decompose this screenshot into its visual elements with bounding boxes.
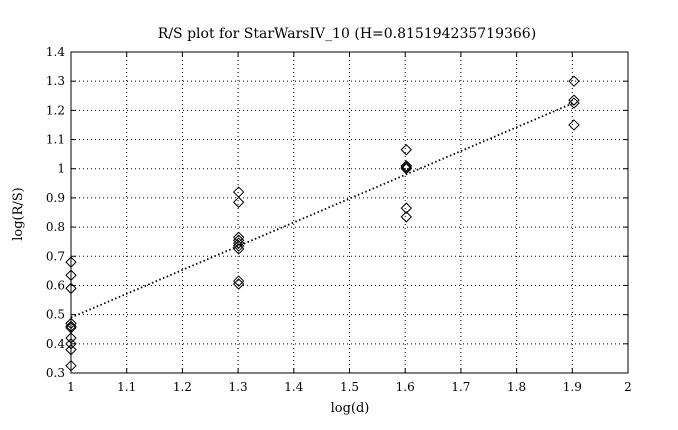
data-point <box>568 97 580 109</box>
y-axis-label: log(R/S) <box>11 187 26 241</box>
grid-lines <box>71 52 628 373</box>
data-point <box>400 160 413 172</box>
data-point <box>65 256 77 268</box>
data-point <box>65 317 77 330</box>
data-point <box>568 94 580 106</box>
data-point <box>65 343 77 356</box>
data-point <box>568 119 580 131</box>
fit-line <box>70 101 575 319</box>
data-point <box>400 202 413 214</box>
data-point <box>232 243 245 255</box>
x-tick-label: 1.3 <box>229 380 248 394</box>
scatter-points <box>65 75 580 372</box>
y-tick-label: 0.4 <box>46 337 65 351</box>
data-point <box>65 359 77 372</box>
data-point <box>232 234 245 246</box>
data-point <box>568 75 580 87</box>
chart-title: R/S plot for StarWarsIV_10 (H=0.81519423… <box>158 26 536 42</box>
x-tick-label: 1.4 <box>284 380 303 394</box>
data-point <box>232 237 245 249</box>
y-tick-label: 0.7 <box>46 249 65 263</box>
x-tick-label: 1.2 <box>173 380 192 394</box>
x-tick-label: 1.9 <box>563 380 582 394</box>
y-tick-label: 1.3 <box>46 74 65 88</box>
x-tick-label: 1.8 <box>507 380 526 394</box>
x-tick-label: 1.7 <box>451 380 470 394</box>
data-point <box>232 231 245 244</box>
data-point <box>65 282 77 295</box>
y-tick-label: 0.5 <box>46 308 65 322</box>
y-tick-label: 0.3 <box>46 366 65 380</box>
x-tick-label: 1.6 <box>396 380 415 394</box>
y-tick-label: 0.9 <box>46 191 65 205</box>
data-point <box>232 240 245 252</box>
y-tick-label: 0.8 <box>46 220 65 234</box>
data-point <box>400 144 413 156</box>
data-point <box>232 275 245 287</box>
y-tick-label: 1 <box>57 162 65 176</box>
fit-line-layer <box>70 101 575 319</box>
y-tick-label: 1.1 <box>46 133 65 147</box>
data-point <box>232 196 245 208</box>
data-point <box>65 338 77 350</box>
x-axis: 1 1.1 1.2 1.3 1.4 1.5 1.6 1.7 1.8 1.9 2 <box>67 52 632 394</box>
y-axis: 0.3 0.4 0.5 0.6 0.7 0.8 0.9 1 1.1 1.2 1.3 1.4 <box>46 45 628 380</box>
x-tick-label: 1.1 <box>117 380 136 394</box>
y-tick-label: 1.2 <box>46 103 65 117</box>
data-point <box>400 211 413 223</box>
data-point <box>400 163 413 175</box>
x-tick-label: 2 <box>624 380 632 394</box>
x-tick-label: 1.5 <box>340 380 359 394</box>
y-tick-label: 1.4 <box>46 45 65 59</box>
x-axis-label: log(d) <box>331 401 370 416</box>
data-point <box>232 278 245 290</box>
data-point <box>65 269 77 281</box>
data-point <box>65 320 77 333</box>
y-tick-label: 0.6 <box>46 278 65 292</box>
data-point <box>65 332 77 344</box>
data-point <box>400 161 413 173</box>
data-point <box>232 186 245 198</box>
x-tick-label: 1 <box>67 380 75 394</box>
